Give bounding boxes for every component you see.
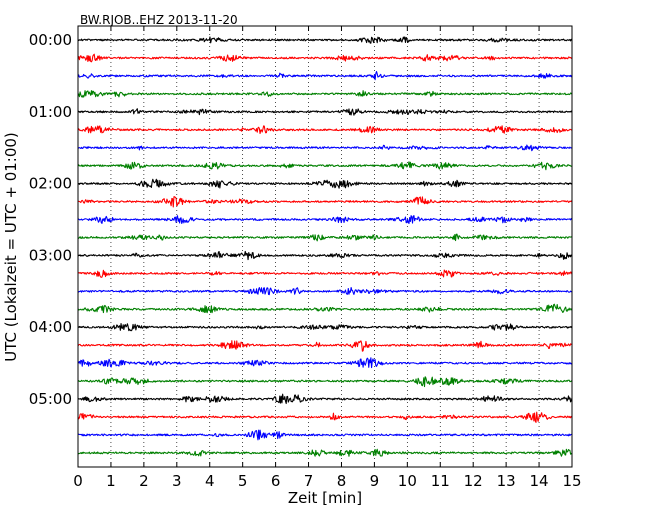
trace-row bbox=[77, 357, 573, 369]
x-tick-label: 4 bbox=[205, 472, 215, 490]
y-tick-label: 03:00 bbox=[29, 246, 72, 264]
x-tick-label: 1 bbox=[106, 472, 116, 490]
trace-row bbox=[77, 286, 573, 296]
trace-row bbox=[77, 233, 573, 242]
trace-row bbox=[77, 393, 573, 405]
vertical-grid bbox=[110, 26, 540, 467]
trace-row bbox=[77, 144, 573, 152]
trace-row bbox=[77, 269, 573, 278]
x-tick-label: 15 bbox=[562, 472, 581, 490]
trace-row bbox=[77, 303, 573, 314]
trace-row bbox=[77, 71, 573, 81]
x-tick-label: 5 bbox=[238, 472, 248, 490]
trace-row bbox=[77, 215, 573, 225]
y-tick-label: 01:00 bbox=[29, 103, 72, 121]
trace-row bbox=[77, 323, 573, 332]
trace-row bbox=[77, 340, 573, 352]
x-tick-label: 0 bbox=[73, 472, 83, 490]
y-axis-ticks: 00:00 01:00 02:00 03:00 04:00 05:00 bbox=[29, 31, 572, 408]
y-tick-label: 04:00 bbox=[29, 318, 72, 336]
x-tick-label: 14 bbox=[530, 472, 549, 490]
trace-row bbox=[77, 376, 573, 388]
seismogram-traces bbox=[77, 36, 573, 457]
trace-row bbox=[77, 411, 573, 423]
trace-row bbox=[77, 53, 573, 63]
x-tick-label: 6 bbox=[271, 472, 281, 490]
x-tick-label: 8 bbox=[337, 472, 347, 490]
y-axis-label: UTC (Lokalzeit = UTC + 01:00) bbox=[2, 132, 20, 362]
x-tick-label: 13 bbox=[497, 472, 516, 490]
y-tick-label: 02:00 bbox=[29, 175, 72, 193]
trace-row bbox=[77, 429, 573, 441]
x-tick-label: 12 bbox=[464, 472, 483, 490]
trace-row bbox=[77, 196, 573, 208]
plot-frame bbox=[77, 25, 573, 468]
x-tick-label: 7 bbox=[304, 472, 314, 490]
x-axis-label: Zeit [min] bbox=[288, 489, 362, 507]
trace-row bbox=[77, 448, 573, 457]
trace-row bbox=[77, 36, 573, 44]
x-axis-ticks: 0 1 2 3 4 5 6 7 8 9 10 11 12 13 14 15 bbox=[73, 26, 582, 490]
x-tick-label: 10 bbox=[398, 472, 417, 490]
x-tick-label: 3 bbox=[172, 472, 182, 490]
x-tick-label: 2 bbox=[139, 472, 149, 490]
trace-row bbox=[77, 178, 573, 189]
x-tick-label: 9 bbox=[370, 472, 380, 490]
trace-row bbox=[77, 108, 573, 116]
chart-title: BW.RJOB..EHZ 2013-11-20 bbox=[80, 13, 238, 27]
trace-row bbox=[77, 125, 573, 135]
y-tick-label: 05:00 bbox=[29, 390, 72, 408]
trace-row bbox=[77, 250, 573, 261]
trace-row bbox=[77, 90, 573, 98]
x-tick-label: 11 bbox=[431, 472, 450, 490]
y-tick-label: 00:00 bbox=[29, 31, 72, 49]
trace-row bbox=[77, 161, 573, 171]
